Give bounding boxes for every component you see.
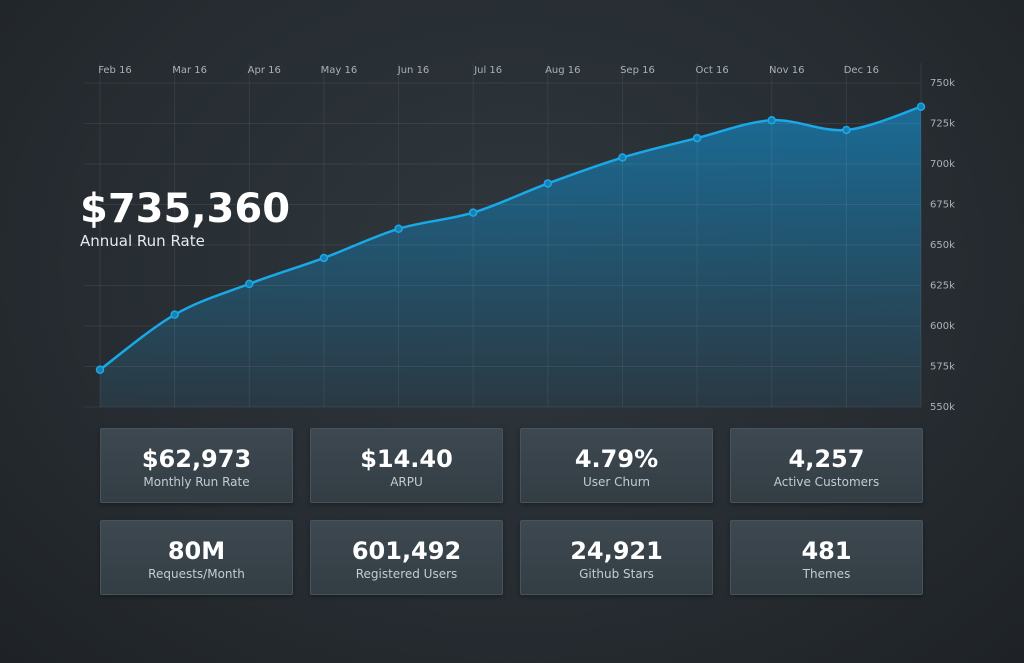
y-tick-label: 600k xyxy=(930,321,955,332)
stat-label: Github Stars xyxy=(579,567,654,581)
point xyxy=(767,116,776,125)
x-tick-label: Apr 16 xyxy=(248,65,281,76)
stat-value: 601,492 xyxy=(351,537,462,565)
stat-card: 24,921 Github Stars xyxy=(520,520,713,595)
x-tick-label: Nov 16 xyxy=(769,65,804,76)
stat-label: Themes xyxy=(802,567,851,581)
x-tick-label: Aug 16 xyxy=(545,65,580,76)
headline: $735,360 Annual Run Rate xyxy=(80,186,290,250)
point xyxy=(170,310,179,319)
stat-card: 601,492 Registered Users xyxy=(310,520,503,595)
point xyxy=(692,133,702,143)
y-tick-label: 575k xyxy=(930,362,955,373)
stat-card: 4,257 Active Customers xyxy=(730,428,923,503)
headline-label: Annual Run Rate xyxy=(80,232,205,250)
stat-value: 24,921 xyxy=(570,537,663,565)
area xyxy=(100,106,921,407)
stat-card: 80M Requests/Month xyxy=(100,520,293,595)
point xyxy=(319,253,329,263)
point xyxy=(468,208,478,217)
x-tick-label: Dec 16 xyxy=(844,65,879,76)
point xyxy=(543,179,553,188)
stat-value: 4,257 xyxy=(788,445,865,473)
stat-label: Active Customers xyxy=(773,475,880,489)
point xyxy=(842,125,851,135)
y-tick-label: 650k xyxy=(930,240,955,251)
x-tick-label: Sep 16 xyxy=(620,65,655,76)
stat-value: 4.79% xyxy=(574,445,659,473)
point xyxy=(394,224,403,234)
y-tick-label: 750k xyxy=(930,78,955,89)
x-tick-label: May 16 xyxy=(321,65,358,76)
point xyxy=(916,102,926,111)
stat-label: ARPU xyxy=(390,475,423,489)
stat-card: $62,973 Monthly Run Rate xyxy=(100,428,293,503)
x-tick-label: Oct 16 xyxy=(695,65,728,76)
y-tick-label: 700k xyxy=(930,159,955,170)
stat-card: 481 Themes xyxy=(730,520,923,595)
stat-card: 4.79% User Churn xyxy=(520,428,713,503)
headline-value: $735,360 xyxy=(80,186,291,232)
x-tick-label: Mar 16 xyxy=(172,65,207,76)
x-tick-label: Jun 16 xyxy=(397,65,430,76)
y-tick-label: 725k xyxy=(930,119,955,130)
point xyxy=(95,365,105,374)
stat-card: $14.40 ARPU xyxy=(310,428,503,503)
stat-value: $14.40 xyxy=(360,445,453,473)
point xyxy=(245,279,254,289)
stat-label: User Churn xyxy=(582,475,651,489)
x-tick-label: Jul 16 xyxy=(473,65,502,76)
x-tick-label: Feb 16 xyxy=(98,65,132,76)
stat-value: 80M xyxy=(167,537,226,565)
y-tick-label: 625k xyxy=(930,281,955,292)
y-tick-label: 675k xyxy=(930,200,955,211)
stat-label: Registered Users xyxy=(355,567,458,581)
point xyxy=(618,153,627,162)
stat-value: 481 xyxy=(801,537,852,565)
stat-value: $62,973 xyxy=(141,445,252,473)
stat-label: Requests/Month xyxy=(148,567,245,581)
y-tick-label: 550k xyxy=(930,402,955,413)
stat-label: Monthly Run Rate xyxy=(143,475,250,489)
